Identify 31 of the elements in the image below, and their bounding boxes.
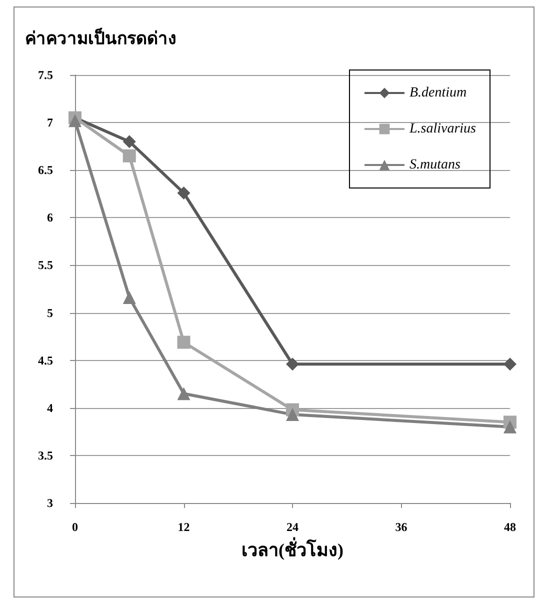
point [504,358,516,371]
legend-label: B.dentium [409,86,467,100]
x-tick-label: 12 [178,520,190,534]
point [177,387,190,400]
y-tick-label: 6 [47,210,53,225]
y-tick-label: 4.5 [38,353,53,368]
point [504,420,516,434]
y-tick-label: 3.5 [38,448,53,462]
point [122,291,136,304]
point [286,358,299,371]
y-axis-title: ค่าความเป็นกรดด่าง [25,26,176,48]
x-tick-label: 0 [72,520,78,534]
x-tick-label: 36 [395,520,408,534]
y-tick-label: 6.5 [38,163,53,178]
x-tick-label: 24 [286,520,298,534]
point [286,408,299,422]
x-tick-label: 48 [504,520,516,534]
point [122,135,136,148]
legend-label: L.salivarius [408,122,477,136]
y-tick-label: 3 [47,496,53,510]
y-tick-label: 5 [47,306,53,320]
point [177,336,190,349]
y-tick-label: 7 [47,116,53,130]
y-tick-label: 5.5 [38,258,53,272]
point [122,149,136,162]
x-axis-title: เวลา(ชั่วโมง) [242,537,344,560]
y-tick-label: 4 [47,400,53,415]
point [177,186,190,200]
legend-label: S.mutans [409,158,461,172]
y-tick-label: 7.5 [38,68,53,82]
point [68,114,82,128]
